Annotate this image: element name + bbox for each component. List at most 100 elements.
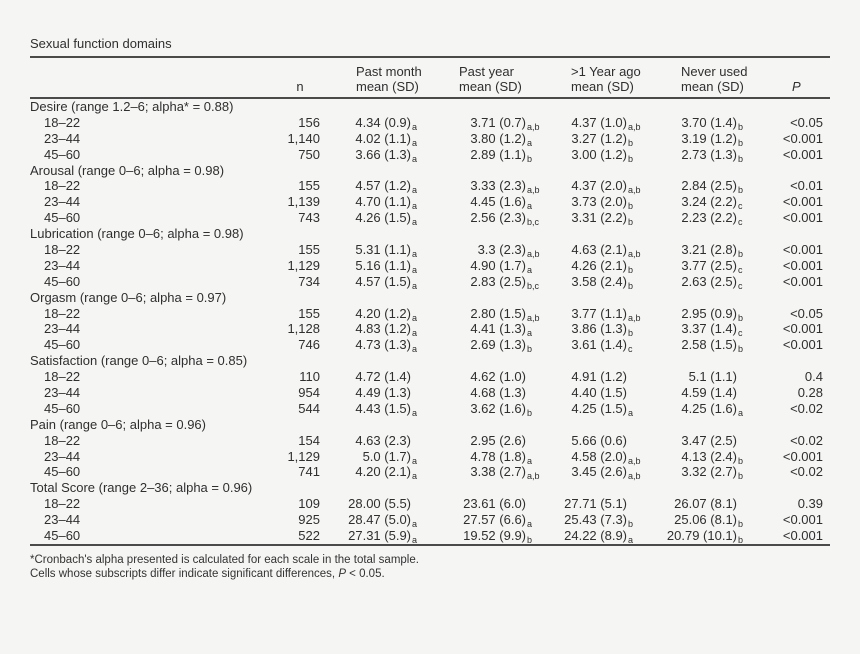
mean-sd-cell: 3.33 (2.3) a,b [428, 178, 543, 195]
p-value: <0.02 [790, 432, 823, 448]
significance-subscript: b [628, 264, 634, 275]
table-row: 18–22 109 28.00 (5.5) 23.61 (6.0) 27.71 (5.1… [30, 496, 830, 512]
bottom-rule [30, 543, 830, 546]
significance-subscript: a [412, 249, 418, 260]
mean-sd-cell: 2.73 (1.3) b [644, 146, 754, 164]
age-group-label: 23–44 [44, 194, 81, 210]
mean-sd-cell: 4.58 (2.0) a,b [543, 449, 644, 466]
mean-sd-value: 3.27 (1.2) [571, 130, 627, 146]
col-header-p: P [754, 64, 830, 94]
mean-sd-value: 4.72 (1.4) [355, 369, 411, 385]
table-row: 23–44 1,139 4.70 (1.1) a 4.45 (1.6) a 3.73 (2.… [30, 194, 830, 212]
mean-sd-cell: 4.91 (1.2) [543, 369, 644, 385]
mean-sd-value: 28.47 (5.0) [348, 512, 411, 528]
mean-sd-value: 23.61 (6.0) [463, 496, 526, 512]
mean-sd-value: 4.25 (1.5) [571, 400, 627, 416]
n-value: 110 [299, 369, 320, 385]
p-value: <0.02 [790, 464, 823, 480]
top-rule [30, 56, 830, 58]
p-value: <0.001 [782, 337, 823, 353]
n-value: 109 [298, 496, 320, 512]
section-label: Total Score (range 2–36; alpha = 0.96) [30, 480, 253, 496]
mean-sd-value: 2.73 (1.3) [681, 146, 737, 162]
n-value: 1,128 [287, 321, 320, 337]
col-header-p-label: P [792, 79, 801, 94]
significance-subscript: c [738, 217, 743, 228]
significance-subscript: a [527, 328, 533, 339]
significance-subscript: b [738, 344, 744, 355]
mean-sd-cell: 3.58 (2.4) b [543, 274, 644, 291]
section-label: Satisfaction (range 0–6; alpha = 0.85) [30, 353, 248, 369]
mean-sd-value: 4.45 (1.6) [470, 194, 526, 210]
footnotes: *Cronbach's alpha presented is calculate… [30, 553, 830, 581]
mean-sd-value: 20.79 (10.1) [666, 528, 737, 544]
significance-subscript: b [738, 249, 744, 260]
mean-sd-cell: 4.70 (1.1) a [320, 194, 428, 212]
mean-sd-cell: 3.86 (1.3) b [543, 321, 644, 338]
col-header-never-used: Never used mean (SD) [644, 64, 754, 94]
mean-sd-value: 3.86 (1.3) [571, 321, 627, 337]
mean-sd-value: 5.0 (1.7) [362, 448, 411, 464]
mean-sd-value: 4.49 (1.3) [355, 385, 411, 401]
n-value: 746 [298, 337, 320, 353]
mean-sd-cell: 4.72 (1.4) [320, 369, 428, 385]
mean-sd-value: 3.70 (1.4) [681, 114, 737, 130]
mean-sd-cell: 2.69 (1.3) b [428, 337, 543, 354]
table-row: 45–60 746 4.73 (1.3) a 2.69 (1.3) b 3.61 (1.4)… [30, 337, 830, 355]
significance-subscript: a,b [628, 471, 641, 482]
table-row: 18–22 155 4.57 (1.2) a 3.33 (2.3) a,b 4.37 (2.… [30, 178, 830, 195]
n-value: 925 [298, 512, 320, 528]
mean-sd-value: 2.83 (2.5) [470, 273, 526, 289]
table-row-section: Lubrication (range 0–6; alpha = 0.98) [30, 226, 830, 242]
significance-subscript: a [628, 407, 634, 418]
table-row: 45–60 522 27.31 (5.9) a 19.52 (9.9) b 24.22 (8… [30, 528, 830, 546]
mean-sd-value: 3.21 (2.8) [681, 242, 737, 258]
table-row: 45–60 743 4.26 (1.5) a 2.56 (2.3) b,c 3.31 (2.… [30, 210, 830, 228]
mean-sd-cell: 3.73 (2.0) b [543, 194, 644, 211]
significance-subscript: a [412, 201, 418, 212]
n-value: 1,140 [287, 130, 320, 146]
mean-sd-cell: 3.31 (2.2) b [543, 210, 644, 227]
mean-sd-cell: 5.66 (0.6) [543, 433, 644, 449]
mean-sd-cell: 27.57 (6.6) a [428, 512, 543, 530]
mean-sd-value: 5.16 (1.1) [355, 257, 411, 273]
mean-sd-value: 2.80 (1.5) [470, 305, 526, 321]
significance-subscript: a [527, 519, 533, 530]
age-group-label: 23–44 [44, 448, 81, 464]
mean-sd-cell: 4.45 (1.6) a [428, 194, 543, 211]
mean-sd-cell: 3.21 (2.8) b [644, 242, 754, 260]
mean-sd-value: 4.78 (1.8) [470, 448, 526, 464]
table-row-section: Orgasm (range 0–6; alpha = 0.97) [30, 290, 830, 306]
significance-subscript: a [527, 137, 533, 148]
n-value: 1,139 [287, 194, 320, 210]
table-row: 23–44 1,129 5.16 (1.1) a 4.90 (1.7) a 4.26 (2.… [30, 257, 830, 275]
p-value: <0.001 [782, 194, 823, 210]
table-row: 23–44 1,129 5.0 (1.7) a 4.78 (1.8) a 4.58 (2.0… [30, 448, 830, 466]
mean-sd-cell: 4.73 (1.3) a [320, 337, 428, 354]
footnote-1: *Cronbach's alpha presented is calculate… [30, 553, 419, 566]
mean-sd-value: 4.26 (1.5) [355, 210, 411, 226]
col-header-line2: mean (SD) [571, 79, 634, 94]
mean-sd-cell: 4.40 (1.5) [543, 385, 644, 401]
mean-sd-value: 2.84 (2.5) [681, 178, 737, 194]
n-value: 734 [298, 273, 320, 289]
table-row-section: Arousal (range 0–6; alpha = 0.98) [30, 163, 830, 179]
significance-subscript: c [738, 328, 743, 339]
significance-subscript: a [412, 137, 418, 148]
age-group-label: 45–60 [44, 146, 81, 162]
col-header-line1: Never used [681, 64, 748, 79]
mean-sd-cell: 3.66 (1.3) a [320, 147, 428, 164]
mean-sd-value: 2.69 (1.3) [470, 337, 526, 353]
significance-subscript: b,c [527, 217, 540, 228]
mean-sd-value: 5.1 (1.1) [688, 369, 737, 385]
mean-sd-cell: 3.32 (2.7) b [644, 464, 754, 481]
significance-subscript: b [527, 535, 533, 546]
mean-sd-value: 3.77 (1.1) [571, 305, 627, 321]
significance-subscript: a [412, 455, 418, 466]
mean-sd-value: 4.25 (1.6) [681, 400, 737, 416]
mean-sd-value: 4.37 (1.0) [571, 114, 627, 130]
significance-subscript: a,b [628, 312, 641, 323]
significance-subscript: c [628, 344, 633, 355]
significance-subscript: b [628, 153, 634, 164]
mean-sd-cell: 3.3 (2.3) a,b [428, 242, 543, 259]
